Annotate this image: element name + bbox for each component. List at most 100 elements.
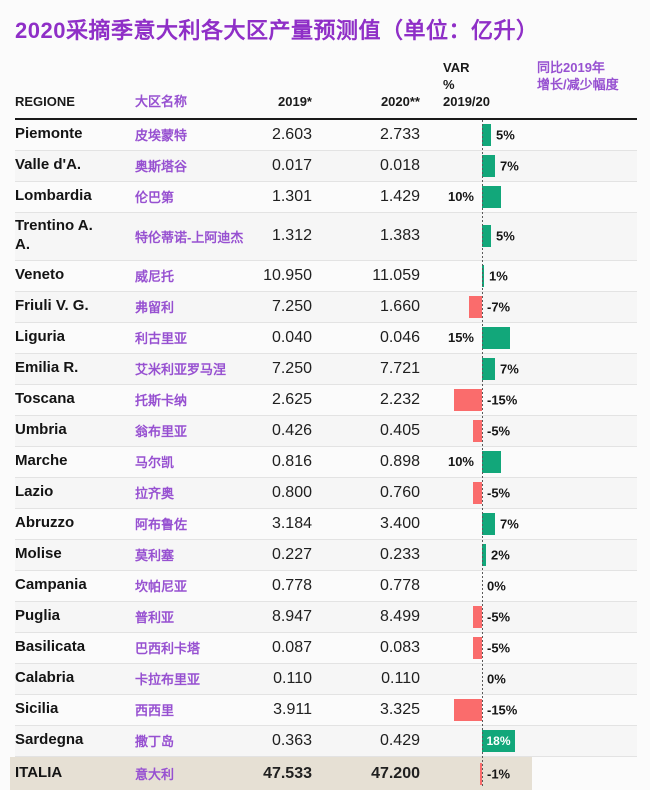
table-row: Veneto 威尼托 10.950 11.059 1% <box>15 261 637 292</box>
col-header-annotation: 同比2019年 增长/减少幅度 <box>537 60 619 92</box>
var-bar-cell: 7% <box>476 354 637 384</box>
value-2020: 0.405 <box>379 421 420 439</box>
region-name: Friuli V. G. <box>15 297 89 315</box>
table-row: Sardegna 撒丁岛 0.363 0.429 18% <box>15 725 637 757</box>
table-row: Lazio 拉齐奥 0.800 0.760 -5% <box>15 477 637 509</box>
region-name-cn: 普利亚 <box>135 610 175 626</box>
value-2020: 1.429 <box>379 187 420 205</box>
var-value-label: -5% <box>487 423 511 439</box>
region-name: Calabria <box>15 669 75 687</box>
col-header-region-cn: 大区名称 <box>135 93 188 109</box>
var-bar-cell: 0% <box>476 571 637 601</box>
region-name: Umbria <box>15 421 67 439</box>
positive-bar <box>482 225 491 248</box>
value-2019: 0.426 <box>271 421 312 439</box>
value-2020: 11.059 <box>372 266 420 284</box>
table-row: Marche 马尔凯 0.816 0.898 10% <box>15 447 637 478</box>
table-row: Calabria 卡拉布里亚 0.110 0.110 0% <box>15 663 637 695</box>
value-2019: 2.625 <box>271 390 312 408</box>
var-bar-cell: -5% <box>473 478 637 508</box>
value-2020: 7.721 <box>379 359 420 377</box>
region-name: Liguria <box>15 328 66 346</box>
table-row: Valle d'A. 奥斯塔谷 0.017 0.018 7% <box>15 150 637 182</box>
var-bar-cell: -1% <box>476 757 532 790</box>
var-value-label: 0% <box>487 671 506 687</box>
table-row: Piemonte 皮埃蒙特 2.603 2.733 5% <box>15 120 637 151</box>
col-header-2019: 2019* <box>278 93 312 109</box>
region-name-cn: 特伦蒂诺-上阿迪杰 <box>135 229 244 245</box>
value-2019: 1.312 <box>271 227 312 245</box>
value-2020: 0.898 <box>379 452 420 470</box>
value-2020: 0.760 <box>379 483 420 501</box>
var-bar-cell <box>476 182 637 212</box>
value-2020: 3.325 <box>379 700 420 718</box>
region-name-cn: 莫利塞 <box>135 548 175 564</box>
value-2020: 8.499 <box>379 607 420 625</box>
region-name: Trentino A. A. <box>15 217 93 254</box>
value-2019: 0.087 <box>271 638 312 656</box>
region-name-cn: 阿布鲁佐 <box>135 517 188 533</box>
region-name-cn: 利古里亚 <box>135 331 188 347</box>
region-name: Abruzzo <box>15 514 75 532</box>
var-bar-cell: -7% <box>469 292 637 322</box>
region-name-cn: 马尔凯 <box>135 455 175 471</box>
positive-bar <box>482 326 510 349</box>
value-2020: 0.110 <box>381 669 420 687</box>
var-label-left: 10% <box>447 189 474 205</box>
value-2020: 1.660 <box>379 297 420 315</box>
value-2020: 1.383 <box>379 227 420 245</box>
var-value-label: -5% <box>487 640 511 656</box>
var-bar-cell: -5% <box>473 602 637 632</box>
region-name-cn: 托斯卡纳 <box>135 393 188 409</box>
var-bar-cell <box>476 447 637 477</box>
var-bar-cell: -15% <box>454 695 637 725</box>
zero-axis-line <box>482 119 483 787</box>
value-2019: 8.947 <box>271 607 312 625</box>
table-body: Piemonte 皮埃蒙特 2.603 2.733 5% Valle d'A. … <box>10 119 637 790</box>
region-name-cn: 拉齐奥 <box>135 486 175 502</box>
region-name-cn: 伦巴第 <box>135 190 175 206</box>
value-2020: 0.778 <box>379 576 420 594</box>
table-row: Liguria 利古里亚 0.040 0.046 15% <box>15 323 637 354</box>
value-2020: 0.083 <box>379 638 420 656</box>
positive-bar <box>482 154 495 177</box>
table-header-row: REGIONE 大区名称 2019* 2020** VAR % 2019/20 … <box>15 60 637 120</box>
value-2019: 0.040 <box>271 328 312 346</box>
var-value-label: 2% <box>491 547 510 563</box>
production-forecast-table: REGIONE 大区名称 2019* 2020** VAR % 2019/20 … <box>10 60 637 790</box>
value-2020: 2.232 <box>379 390 420 408</box>
region-name-cn: 撒丁岛 <box>135 734 175 750</box>
var-label-left: 15% <box>447 330 474 346</box>
var-bar-cell: 5% <box>476 213 637 260</box>
region-name: Toscana <box>15 390 75 408</box>
region-name: Veneto <box>15 266 65 284</box>
var-bar-cell: 2% <box>476 540 637 570</box>
negative-bar <box>454 698 482 721</box>
region-name: Puglia <box>15 607 61 625</box>
table-row: Abruzzo 阿布鲁佐 3.184 3.400 7% <box>15 509 637 540</box>
region-name: Lazio <box>15 483 54 501</box>
region-name: Basilicata <box>15 638 86 656</box>
negative-bar <box>473 481 482 504</box>
region-name-cn: 弗留利 <box>135 300 175 316</box>
region-name-cn: 威尼托 <box>135 269 175 285</box>
table-row: Molise 莫利塞 0.227 0.233 2% <box>15 539 637 571</box>
region-name: Emilia R. <box>15 359 79 377</box>
var-label-left: 10% <box>447 454 474 470</box>
region-name: Marche <box>15 452 68 470</box>
value-2019: 10.950 <box>263 266 312 284</box>
table-row: Trentino A. A. 特伦蒂诺-上阿迪杰 1.312 1.383 5% <box>15 212 637 261</box>
table-row: Basilicata 巴西利卡塔 0.087 0.083 -5% <box>15 633 637 664</box>
region-name-cn: 翁布里亚 <box>135 424 188 440</box>
positive-bar <box>482 729 515 752</box>
region-name: Valle d'A. <box>15 156 82 174</box>
table-row: Emilia R. 艾米利亚罗马涅 7.250 7.721 7% <box>15 353 637 385</box>
value-2020: 0.233 <box>379 545 420 563</box>
var-bar-cell <box>476 323 637 353</box>
region-name-cn: 卡拉布里亚 <box>135 672 201 688</box>
region-name: Molise <box>15 545 62 563</box>
value-2019: 0.800 <box>271 483 312 501</box>
value-2019: 0.778 <box>271 576 312 594</box>
var-bar-cell: 5% <box>476 120 637 150</box>
table-row: Toscana 托斯卡纳 2.625 2.232 -15% <box>15 385 637 416</box>
